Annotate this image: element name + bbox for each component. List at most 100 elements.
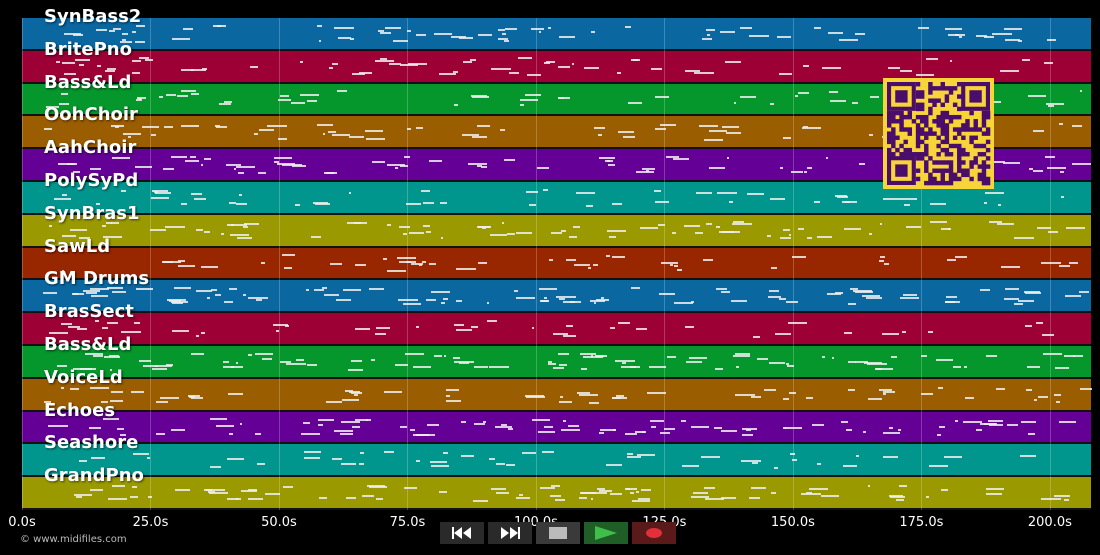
note: [49, 332, 69, 335]
note: [461, 455, 475, 458]
note: [768, 296, 782, 299]
note: [478, 261, 488, 264]
note: [341, 421, 361, 424]
note: [102, 235, 123, 238]
note: [495, 426, 512, 429]
note: [573, 263, 590, 266]
note: [719, 30, 736, 33]
note: [150, 229, 167, 232]
note: [319, 40, 322, 43]
note: [983, 201, 987, 204]
note: [868, 233, 872, 236]
note: [498, 28, 505, 31]
note: [96, 29, 107, 32]
note: [384, 451, 395, 454]
note: [247, 297, 268, 300]
note: [647, 391, 666, 394]
note: [820, 495, 840, 498]
track-name: Seashore: [44, 432, 139, 454]
note: [736, 366, 739, 369]
note: [257, 171, 267, 174]
note: [1017, 300, 1034, 303]
note: [352, 426, 360, 429]
note: [882, 455, 898, 458]
note: [720, 290, 731, 293]
stop-button[interactable]: [536, 522, 580, 544]
note: [525, 94, 542, 97]
note: [459, 37, 474, 39]
note: [770, 266, 777, 269]
note: [452, 70, 459, 73]
track-name: BritePno: [44, 38, 132, 60]
note: [988, 420, 1004, 423]
note: [229, 288, 237, 291]
note: [495, 462, 506, 465]
note: [571, 62, 575, 65]
note: [90, 457, 105, 460]
note: [599, 429, 617, 432]
note: [399, 64, 418, 67]
note: [135, 25, 146, 28]
note: [76, 495, 82, 498]
rewind-button[interactable]: [440, 522, 484, 544]
note: [852, 289, 872, 292]
note: [750, 395, 762, 398]
note: [717, 192, 737, 195]
note: [854, 32, 865, 35]
note: [890, 496, 905, 499]
note: [201, 265, 218, 268]
note: [181, 69, 194, 72]
note: [1013, 302, 1023, 305]
note: [658, 292, 675, 295]
note: [775, 333, 791, 336]
fast-forward-button[interactable]: [488, 522, 532, 544]
note: [428, 262, 436, 265]
note: [243, 222, 260, 225]
note: [821, 355, 825, 358]
note: [171, 37, 191, 40]
note: [741, 459, 762, 462]
note: [605, 254, 611, 257]
note: [728, 200, 733, 203]
note: [96, 64, 102, 67]
note: [828, 91, 838, 94]
note: [725, 61, 741, 64]
note: [721, 230, 741, 233]
note: [848, 361, 857, 364]
note: [473, 423, 486, 426]
note: [569, 235, 577, 238]
note: [354, 419, 369, 422]
note: [248, 497, 263, 500]
play-button[interactable]: [584, 522, 628, 544]
note: [446, 400, 461, 403]
note: [208, 491, 228, 494]
note: [842, 465, 858, 468]
note: [589, 67, 599, 70]
note: [1061, 196, 1064, 199]
note: [425, 230, 432, 233]
note: [705, 498, 724, 501]
note: [412, 365, 432, 368]
note: [867, 484, 870, 487]
note: [752, 336, 760, 339]
note: [803, 125, 808, 128]
note: [532, 419, 550, 422]
note: [295, 359, 305, 361]
note: [171, 301, 183, 304]
note: [283, 485, 294, 488]
note: [229, 432, 234, 435]
note: [802, 65, 810, 68]
note: [895, 498, 905, 501]
note: [769, 290, 780, 293]
note: [450, 35, 467, 38]
note: [776, 36, 791, 38]
note: [797, 228, 804, 231]
note: [642, 168, 656, 171]
note: [680, 420, 686, 423]
note: [558, 297, 566, 300]
note: [317, 123, 334, 126]
note: [119, 433, 126, 436]
note: [138, 359, 152, 362]
note: [440, 236, 444, 239]
record-button[interactable]: [632, 522, 676, 544]
